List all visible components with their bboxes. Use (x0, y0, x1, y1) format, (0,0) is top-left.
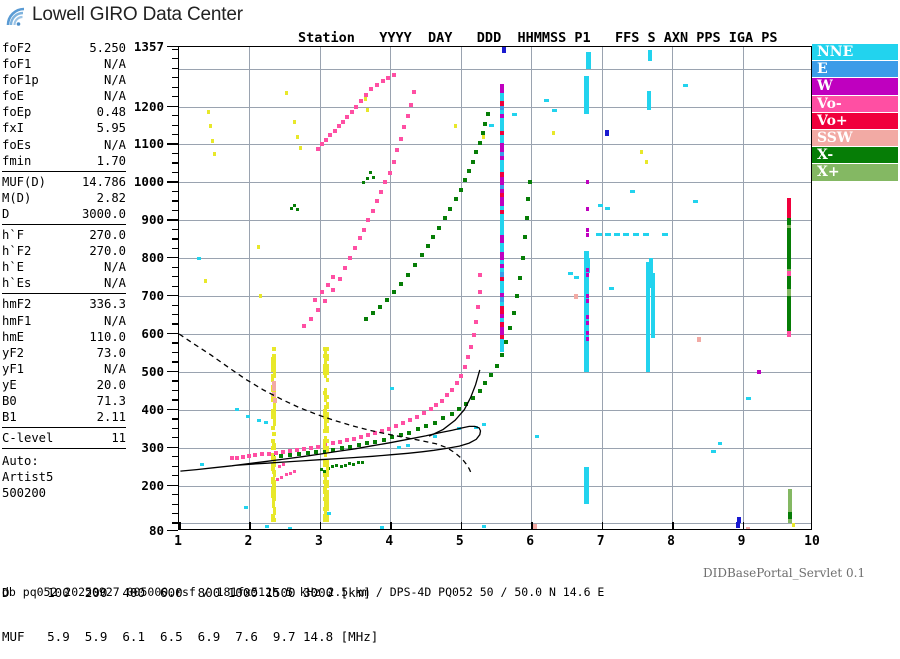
servlet-version-label: DIDBasePortal_Servlet 0.1 (703, 566, 865, 580)
y-tick-major (167, 447, 178, 448)
plot-canvas[interactable] (178, 46, 812, 530)
legend-item-x[interactable]: X- (812, 147, 898, 164)
y-axis-label: 1100 (118, 136, 164, 151)
legend-item-vo[interactable]: Vo- (812, 96, 898, 113)
y-tick-major (167, 295, 178, 296)
y-axis-label: 700 (118, 288, 164, 303)
y-axis-label: 1357 (118, 39, 164, 54)
y-tick-major (167, 333, 178, 334)
y-axis-label: 800 (118, 250, 164, 265)
legend-item-vo[interactable]: Vo+ (812, 113, 898, 130)
y-axis-label: 400 (118, 402, 164, 417)
x-axis-label: 8 (651, 534, 691, 549)
y-axis-label: 600 (118, 326, 164, 341)
y-tick-major (167, 371, 178, 372)
model-curves (179, 47, 812, 530)
y-axis-label: 300 (118, 440, 164, 455)
y-axis-label: 200 (118, 478, 164, 493)
legend-item-nne[interactable]: NNE (812, 44, 898, 61)
y-axis-ticks (166, 46, 178, 530)
y-axis-label: 1000 (118, 174, 164, 189)
x-axis-label: 6 (510, 534, 550, 549)
x-axis-label: 3 (299, 534, 339, 549)
y-tick-major (167, 485, 178, 486)
legend: NNE E W Vo- Vo+ SSW X- X+ (812, 44, 898, 182)
legend-item-w[interactable]: W (812, 78, 898, 95)
y-tick-major (167, 46, 178, 47)
ionogram-plot: 80 200 300 400 500 600 700 800 900 1000 1100 1200 13… (0, 0, 900, 600)
x-axis-label: 9 (722, 534, 762, 549)
y-tick-major (167, 143, 178, 144)
x-axis-label: 5 (440, 534, 480, 549)
y-tick-major (167, 219, 178, 220)
muf-frequency-row: MUF 5.9 5.9 6.1 6.5 6.9 7.6 9.7 14.8 [MH… (2, 630, 378, 645)
file-info-line: db pq052 20250927 005000.rsf / 181fx512h… (2, 585, 604, 599)
x-axis-label: 4 (369, 534, 409, 549)
legend-item-e[interactable]: E (812, 61, 898, 78)
y-tick-major (167, 530, 178, 531)
legend-item-ssw[interactable]: SSW (812, 130, 898, 147)
y-tick-major (167, 257, 178, 258)
y-axis-label: 500 (118, 364, 164, 379)
x-axis-label: 10 (792, 534, 832, 549)
y-axis-label: 900 (118, 212, 164, 227)
y-tick-major (167, 106, 178, 107)
legend-item-x[interactable]: X+ (812, 164, 898, 181)
y-axis-label: 1200 (118, 99, 164, 114)
x-axis-label: 7 (581, 534, 621, 549)
x-axis-label: 2 (228, 534, 268, 549)
y-tick-major (167, 181, 178, 182)
muf-table: D 100 200 400 600 800 1000 1500 3000 [km… (2, 557, 378, 659)
x-axis-label: 1 (158, 534, 198, 549)
y-tick-major (167, 409, 178, 410)
